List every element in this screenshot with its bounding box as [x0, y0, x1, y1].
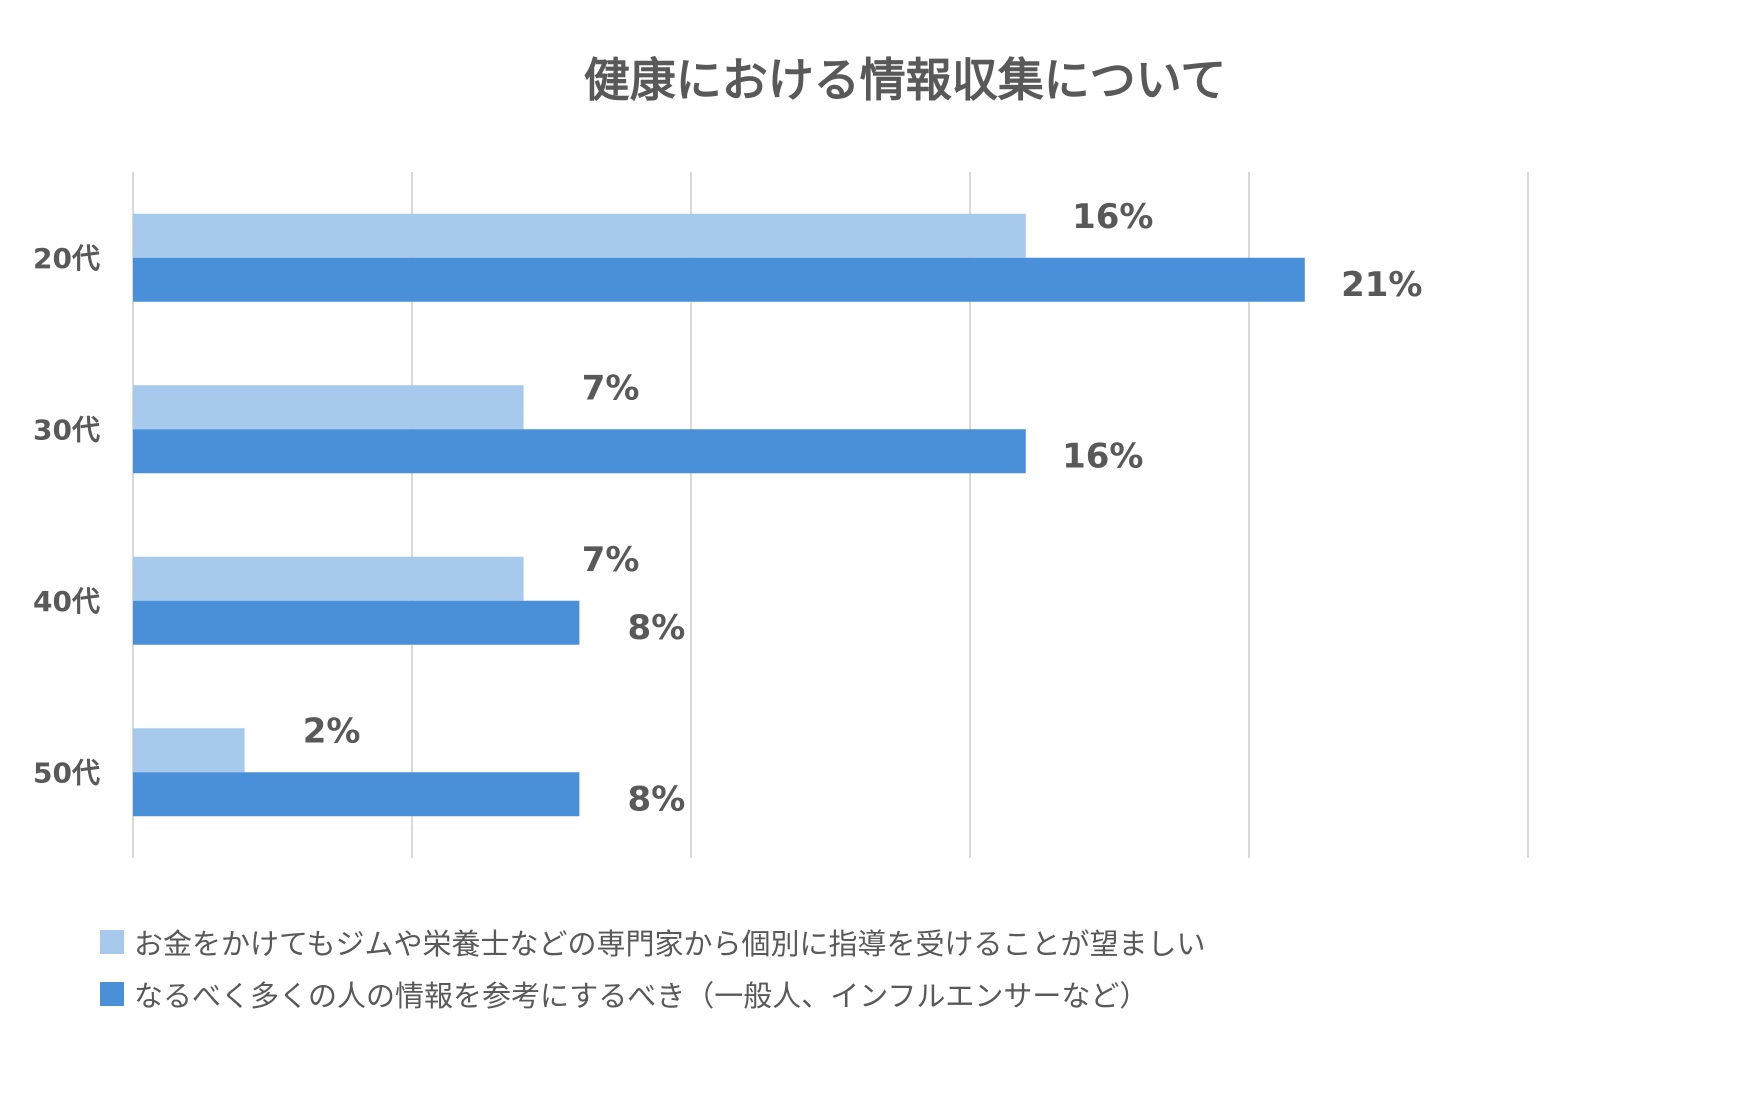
data-label-s2-0: 21% — [1341, 265, 1422, 305]
legend-item-2: なるべく多くの人の情報を参考にするべき（一般人、インフルエンサーなど） — [100, 968, 1206, 1020]
bars — [133, 213, 1305, 817]
data-label-s1-2: 7% — [582, 540, 640, 580]
data-label-s1-3: 2% — [303, 711, 361, 751]
data-label-s2-1: 16% — [1062, 436, 1143, 476]
chart-title: 健康における情報収集について — [584, 53, 1227, 107]
data-label-s2-3: 8% — [628, 779, 686, 819]
bar-s1-1 — [133, 385, 524, 430]
category-label-1: 30代 — [33, 413, 100, 446]
legend-swatch-2 — [100, 982, 124, 1006]
bar-s2-3 — [133, 772, 580, 817]
data-label-s1-1: 7% — [582, 368, 640, 408]
category-labels: 20代 30代 40代 50代 — [33, 242, 100, 790]
bar-s2-1 — [133, 429, 1026, 474]
data-label-s2-2: 8% — [628, 608, 686, 648]
data-label-s1-0: 16% — [1072, 197, 1153, 237]
bar-s1-0 — [133, 213, 1026, 258]
bar-s1-2 — [133, 556, 524, 601]
data-labels: 16% 21% 7% 16% 7% 8% 2% 8% — [303, 197, 1423, 820]
legend-swatch-1 — [100, 930, 124, 954]
bar-s2-2 — [133, 600, 580, 645]
category-label-2: 40代 — [33, 585, 100, 618]
legend: お金をかけてもジムや栄養士などの専門家から個別に指導を受けることが望ましい なる… — [100, 916, 1206, 1020]
category-label-3: 50代 — [33, 756, 100, 789]
legend-label-2: なるべく多くの人の情報を参考にするべき（一般人、インフルエンサーなど） — [134, 979, 1149, 1013]
category-label-0: 20代 — [33, 242, 100, 275]
bar-s1-3 — [133, 728, 245, 773]
legend-label-1: お金をかけてもジムや栄養士などの専門家から個別に指導を受けることが望ましい — [134, 927, 1206, 961]
bar-s2-0 — [133, 257, 1305, 302]
legend-item-1: お金をかけてもジムや栄養士などの専門家から個別に指導を受けることが望ましい — [100, 916, 1206, 968]
